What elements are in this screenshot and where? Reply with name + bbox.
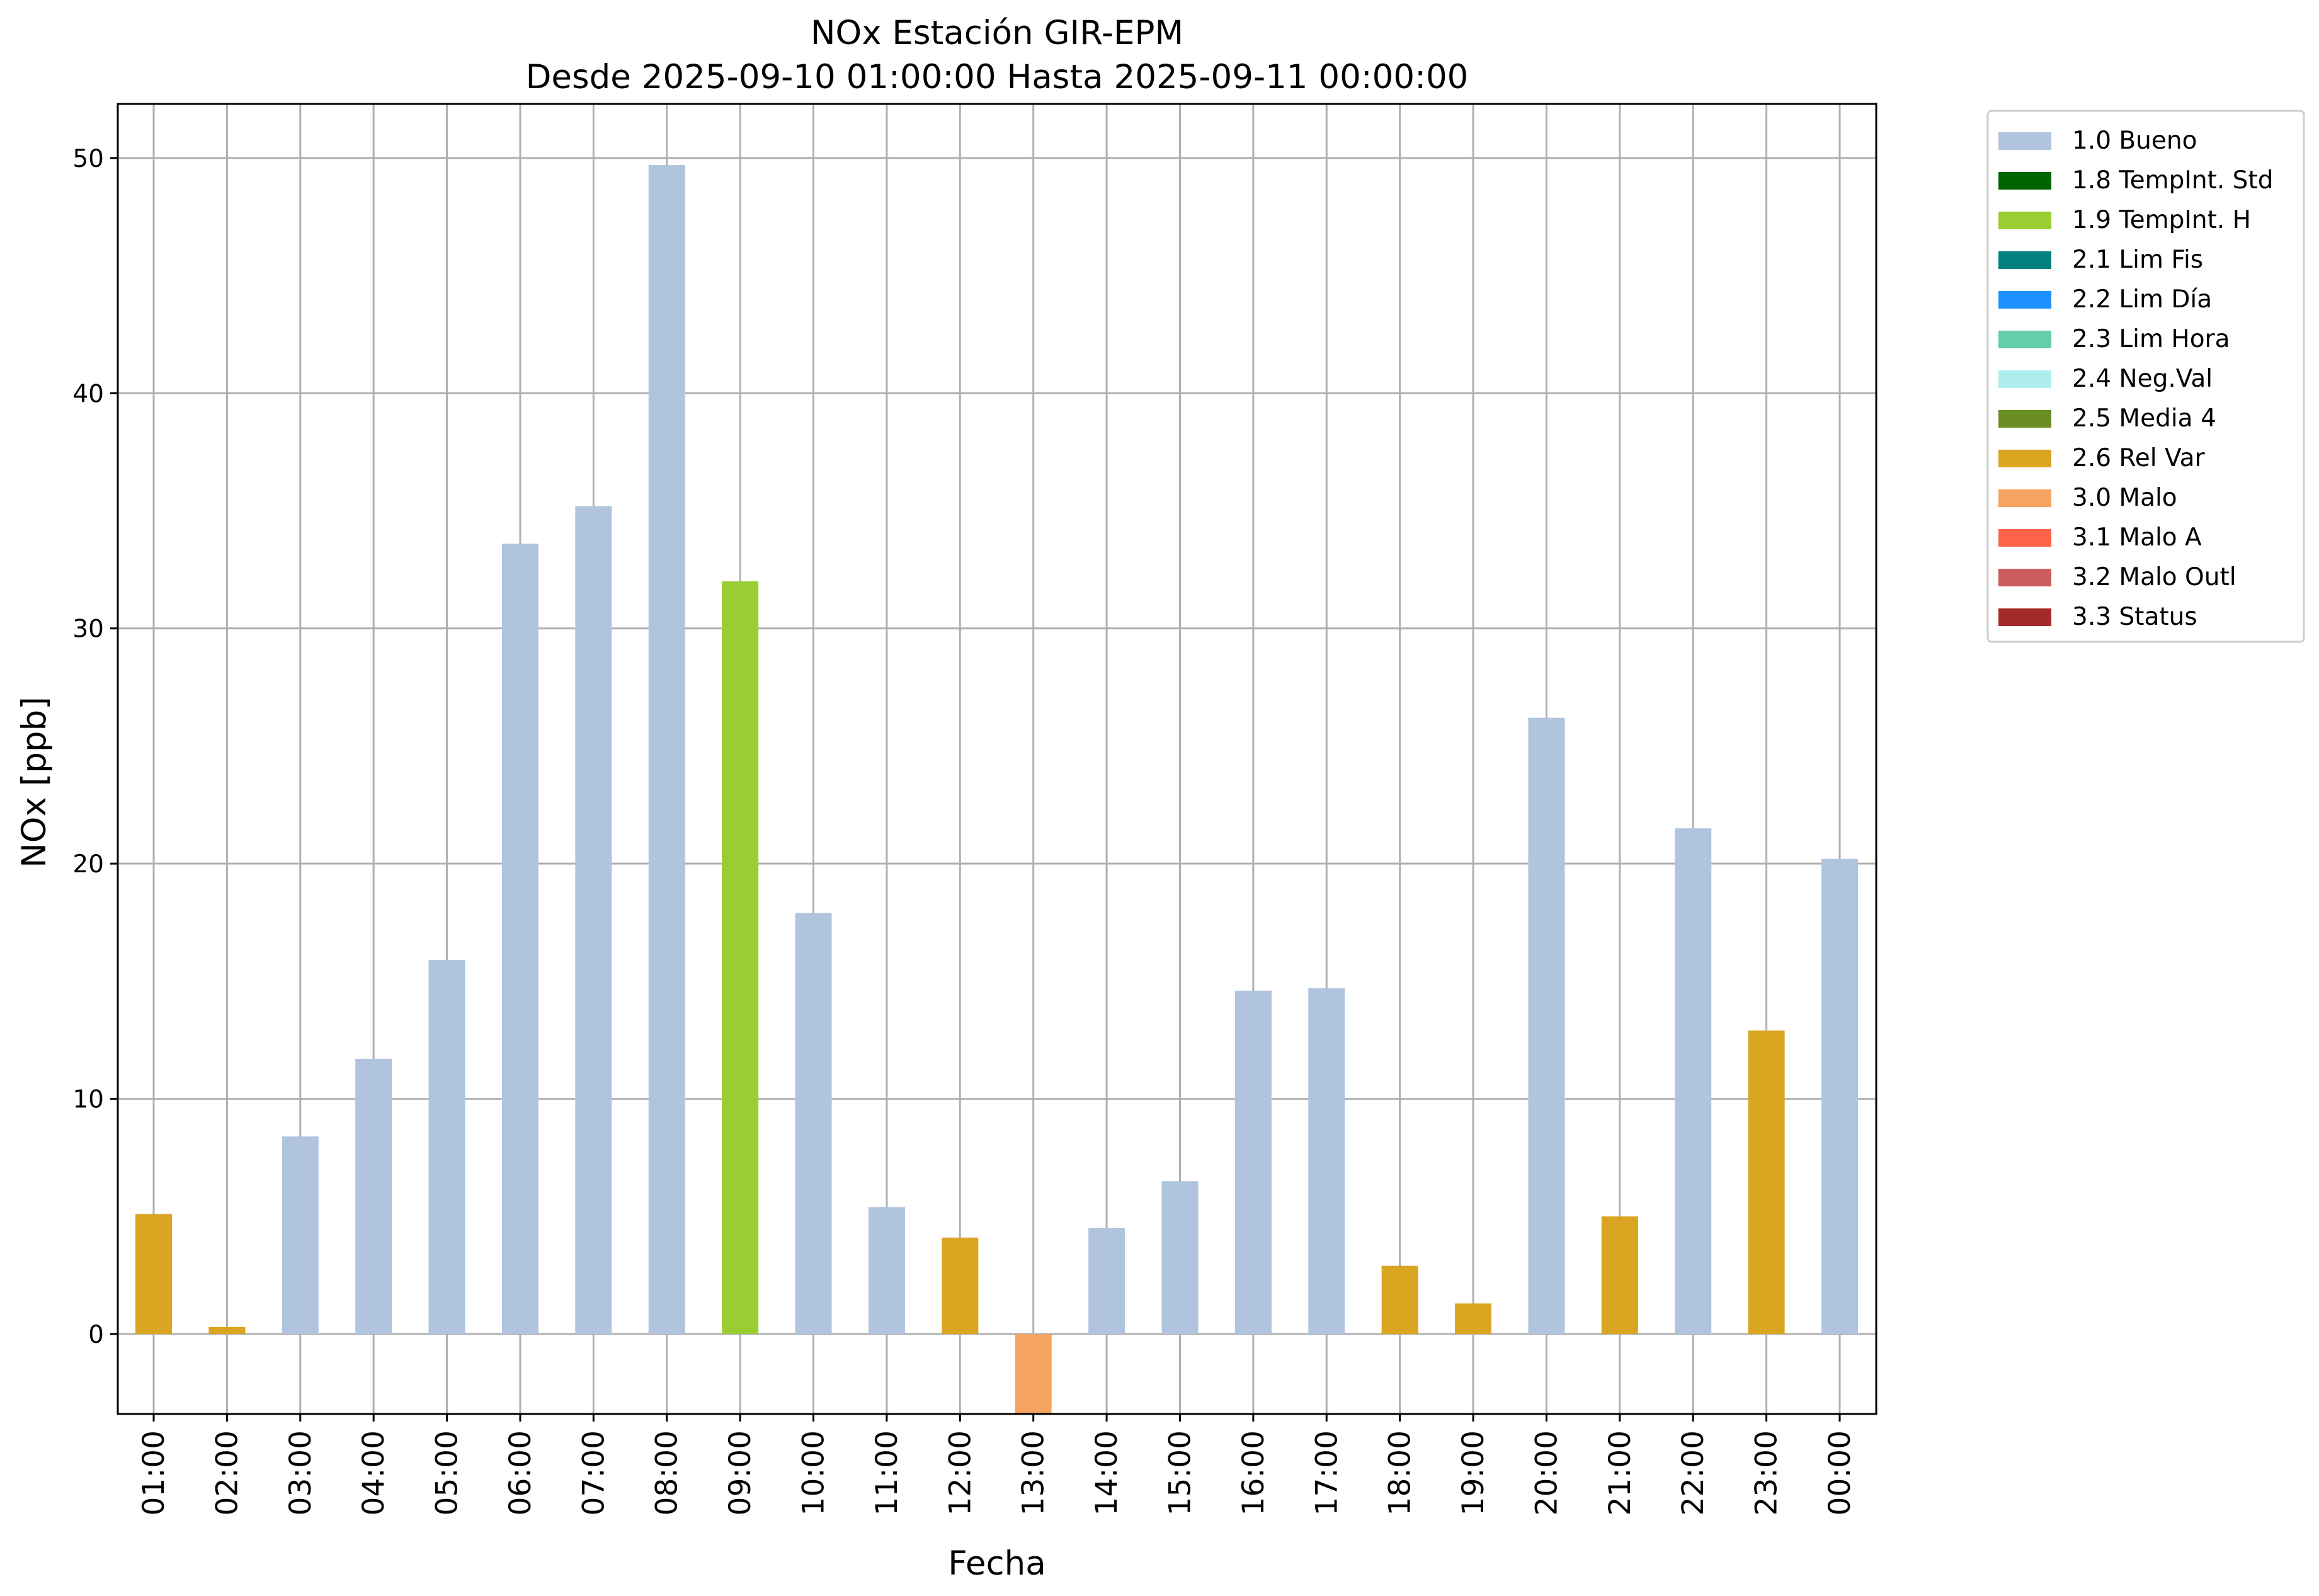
legend-entry: 3.2 Malo Outl bbox=[2072, 563, 2236, 591]
bar bbox=[942, 1237, 979, 1335]
legend-swatch bbox=[1998, 569, 2051, 586]
x-tick-label: 16:00 bbox=[1236, 1430, 1271, 1515]
x-tick-label: 04:00 bbox=[356, 1430, 391, 1515]
legend-swatch bbox=[1998, 450, 2051, 467]
y-axis-ticks: 0 10 20 30 40 50 bbox=[72, 145, 118, 1349]
legend-frame bbox=[1986, 110, 2305, 643]
legend-swatch bbox=[1998, 172, 2051, 190]
legend-swatch bbox=[1998, 370, 2051, 388]
legend-entry: 2.3 Lim Hora bbox=[2072, 325, 2230, 353]
legend: 1.0 Bueno 1.8 TempInt. Std 1.9 TempInt. H 2… bbox=[1986, 110, 2305, 643]
bar bbox=[1015, 1334, 1052, 1414]
x-tick-label: 08:00 bbox=[650, 1430, 685, 1515]
bar bbox=[1234, 990, 1272, 1335]
y-tick-label: 40 bbox=[72, 380, 104, 408]
bar bbox=[1675, 828, 1712, 1335]
bar bbox=[1528, 717, 1565, 1335]
legend-swatch bbox=[1998, 212, 2051, 229]
chart-subtitle: Desde 2025-09-10 01:00:00 Hasta 2025-09-… bbox=[526, 58, 1469, 96]
bar bbox=[1601, 1216, 1638, 1335]
bar bbox=[868, 1207, 905, 1335]
x-tick-label: 21:00 bbox=[1603, 1430, 1638, 1515]
x-tick-label: 18:00 bbox=[1383, 1430, 1418, 1515]
x-tick-label: 09:00 bbox=[723, 1430, 758, 1515]
x-tick-label: 02:00 bbox=[210, 1430, 244, 1515]
bar bbox=[1748, 1030, 1785, 1335]
x-tick-label: 20:00 bbox=[1529, 1430, 1564, 1515]
legend-swatch bbox=[1998, 529, 2051, 547]
bar bbox=[575, 506, 612, 1335]
legend-entry: 1.9 TempInt. H bbox=[2072, 206, 2251, 234]
x-tick-label: 15:00 bbox=[1163, 1430, 1197, 1515]
x-tick-label: 11:00 bbox=[870, 1430, 904, 1515]
legend-swatch bbox=[1998, 331, 2051, 348]
x-tick-label: 17:00 bbox=[1309, 1430, 1344, 1515]
x-tick-label: 06:00 bbox=[503, 1430, 538, 1515]
bar bbox=[722, 581, 759, 1335]
bars bbox=[135, 165, 1858, 1414]
bar bbox=[1455, 1303, 1492, 1335]
x-tick-label: 10:00 bbox=[797, 1430, 831, 1515]
chart-title: NOx Estación GIR-EPM bbox=[811, 14, 1183, 52]
legend-swatch bbox=[1998, 132, 2051, 150]
bar bbox=[1088, 1228, 1125, 1335]
legend-entry: 3.3 Status bbox=[2072, 603, 2197, 631]
legend-swatch bbox=[1998, 291, 2051, 309]
legend-entry: 1.0 Bueno bbox=[2072, 127, 2197, 155]
x-tick-label: 23:00 bbox=[1750, 1430, 1784, 1515]
x-tick-label: 05:00 bbox=[430, 1430, 465, 1515]
bar bbox=[428, 960, 465, 1335]
x-tick-label: 07:00 bbox=[576, 1430, 611, 1515]
legend-entry: 2.2 Lim Día bbox=[2072, 285, 2212, 314]
y-tick-label: 0 bbox=[88, 1321, 104, 1349]
x-tick-label: 12:00 bbox=[943, 1430, 977, 1515]
legend-swatch bbox=[1998, 608, 2051, 626]
bar bbox=[135, 1214, 172, 1335]
legend-entry: 1.8 TempInt. Std bbox=[2072, 166, 2273, 195]
x-tick-label: 00:00 bbox=[1823, 1430, 1857, 1515]
x-tick-label: 22:00 bbox=[1676, 1430, 1711, 1515]
x-tick-label: 03:00 bbox=[283, 1430, 318, 1515]
x-tick-label: 14:00 bbox=[1090, 1430, 1124, 1515]
y-tick-label: 20 bbox=[72, 850, 104, 879]
bar bbox=[355, 1059, 392, 1335]
x-axis-ticks: 01:00 02:00 03:00 04:00 05:00 06:00 07:00 08:00… bbox=[137, 1414, 1857, 1515]
bar bbox=[648, 165, 685, 1335]
x-tick-label: 19:00 bbox=[1456, 1430, 1491, 1515]
y-tick-label: 10 bbox=[72, 1086, 104, 1114]
bar bbox=[1821, 858, 1858, 1335]
y-tick-label: 30 bbox=[72, 615, 104, 644]
legend-entry: 2.6 Rel Var bbox=[2072, 444, 2206, 472]
bar bbox=[501, 544, 538, 1335]
legend-swatch bbox=[1998, 251, 2051, 269]
y-tick-label: 50 bbox=[72, 145, 104, 173]
bar bbox=[1308, 988, 1345, 1335]
bar bbox=[208, 1326, 246, 1335]
plot-frame bbox=[117, 103, 1877, 1415]
bar bbox=[1161, 1181, 1199, 1335]
bar bbox=[282, 1136, 319, 1335]
legend-entry: 2.1 Lim Fis bbox=[2072, 246, 2203, 274]
bar bbox=[1381, 1265, 1418, 1335]
legend-entry: 3.1 Malo A bbox=[2072, 523, 2202, 552]
legend-entry: 3.0 Malo bbox=[2072, 484, 2177, 512]
y-axis-label: NOx [ppb] bbox=[15, 697, 54, 868]
legend-entry: 2.5 Media 4 bbox=[2072, 404, 2216, 433]
x-tick-label: 13:00 bbox=[1017, 1430, 1051, 1515]
x-axis-label: Fecha bbox=[948, 1544, 1046, 1583]
legend-swatch bbox=[1998, 489, 2051, 507]
bar bbox=[795, 913, 832, 1335]
legend-swatch bbox=[1998, 410, 2051, 428]
legend-entry: 2.4 Neg.Val bbox=[2072, 365, 2213, 393]
x-tick-label: 01:00 bbox=[137, 1430, 171, 1515]
